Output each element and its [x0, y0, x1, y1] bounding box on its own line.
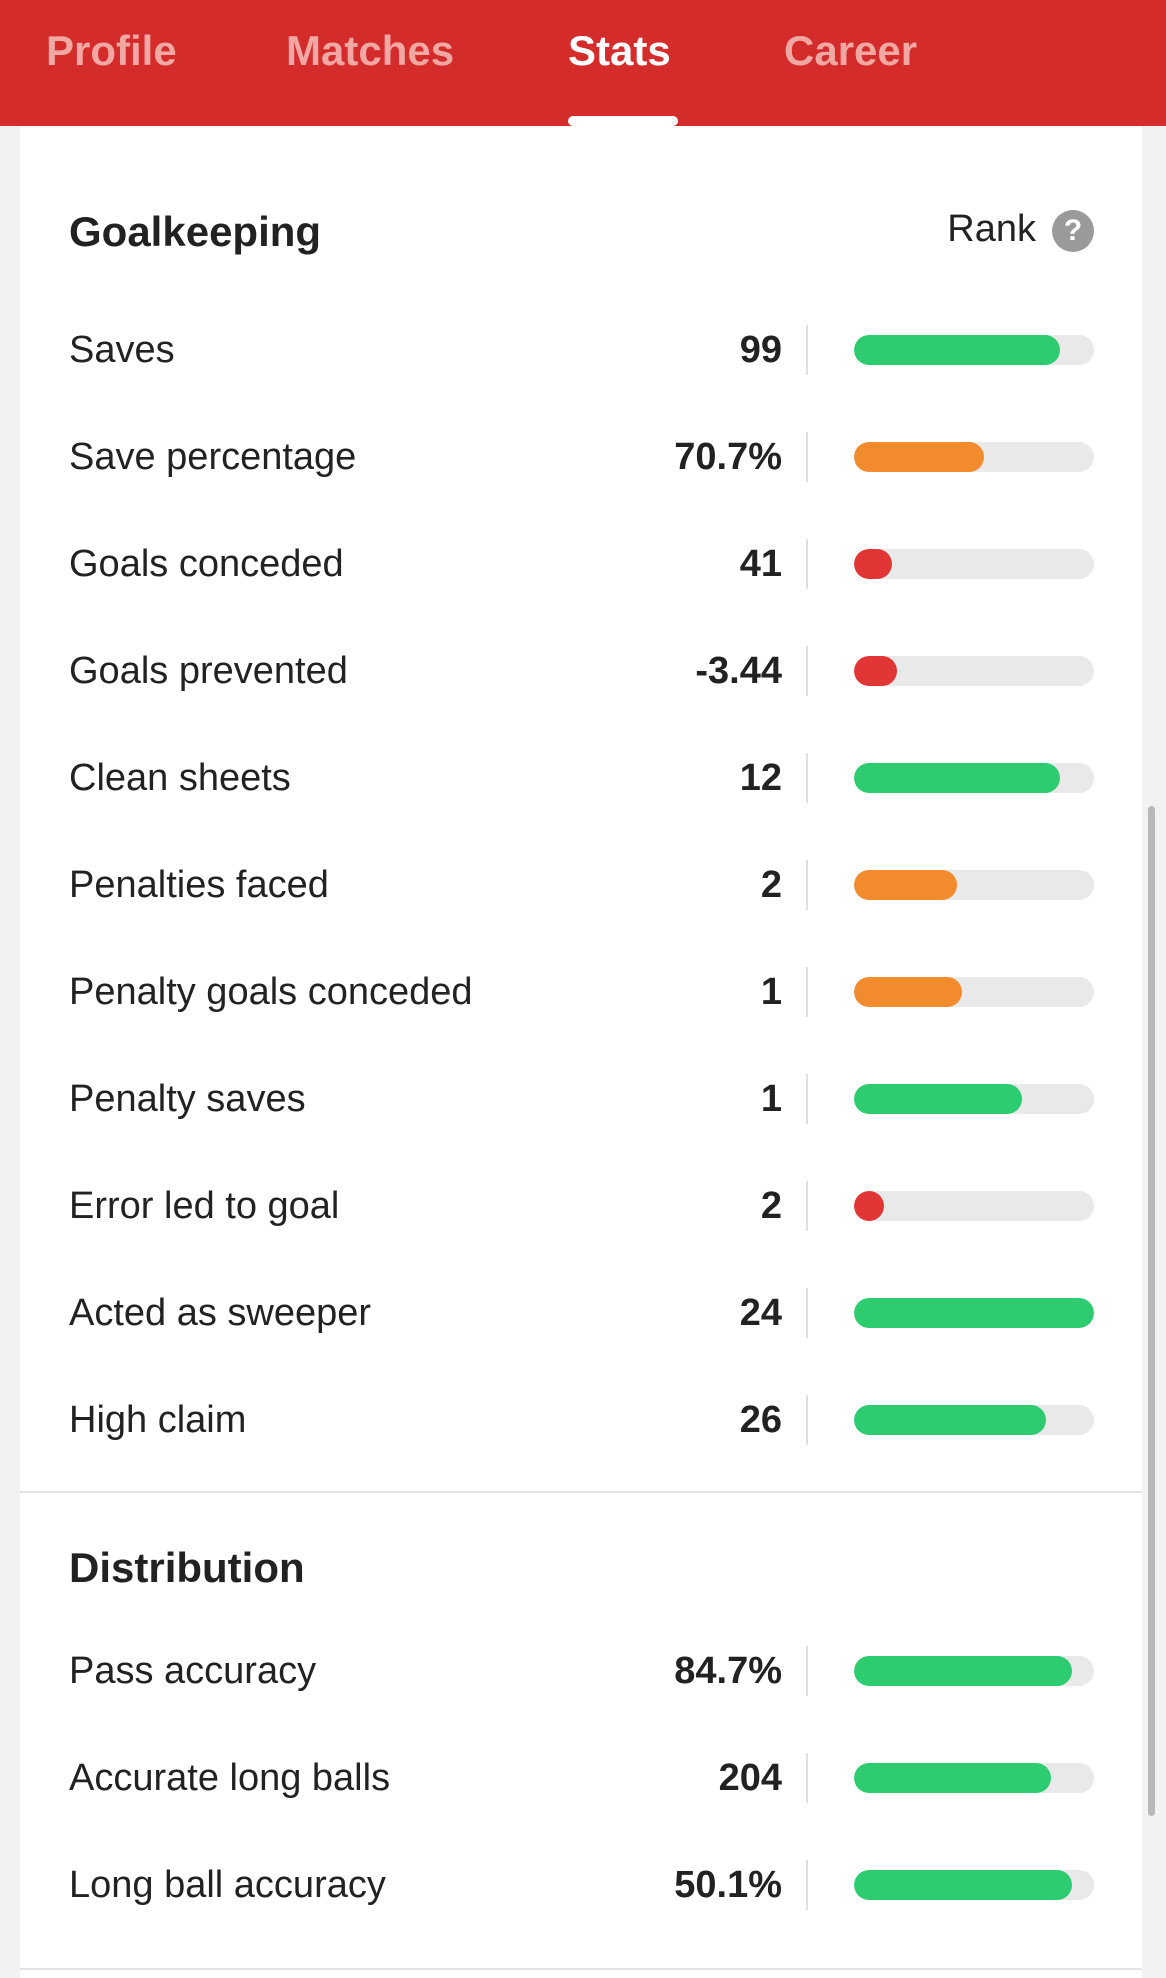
rank-bar	[854, 977, 1094, 1007]
rank-bar-fill	[854, 1298, 1094, 1328]
rank-bar	[854, 1298, 1094, 1328]
stat-label: Penalty saves	[69, 1078, 306, 1120]
stat-value: 12	[739, 757, 782, 799]
stat-separator	[806, 432, 808, 482]
rank-bar-fill	[854, 549, 892, 579]
tab-stats[interactable]: Stats	[568, 27, 671, 74]
stat-label: Save percentage	[69, 436, 357, 478]
rank-bar-fill	[854, 870, 957, 900]
stat-separator	[806, 539, 808, 589]
rank-bar-fill	[854, 1763, 1051, 1793]
stat-label: Goals conceded	[69, 543, 344, 585]
stat-value: 26	[739, 1399, 782, 1441]
rank-bar	[854, 1084, 1094, 1114]
rank-bar	[854, 549, 1094, 579]
section-divider	[20, 1491, 1142, 1493]
rank-bar	[854, 1405, 1094, 1435]
rank-bar-fill	[854, 1191, 884, 1221]
stat-row: Saves 99	[20, 297, 1142, 404]
stat-separator	[806, 753, 808, 803]
stat-label: High claim	[69, 1399, 247, 1441]
stat-separator	[806, 1753, 808, 1803]
stat-value: -3.44	[695, 650, 782, 692]
stat-value: 2	[760, 864, 782, 906]
active-tab-indicator	[568, 116, 678, 126]
rank-bar	[854, 442, 1094, 472]
rank-bar	[854, 335, 1094, 365]
rank-bar-fill	[854, 442, 984, 472]
stat-separator	[806, 325, 808, 375]
stat-label: Error led to goal	[69, 1185, 340, 1227]
stat-row: Penalty saves 1	[20, 1046, 1142, 1153]
stat-row: Penalty goals conceded 1	[20, 939, 1142, 1046]
stat-separator	[806, 860, 808, 910]
stat-value: 70.7%	[674, 436, 782, 478]
rank-bar	[854, 1763, 1094, 1793]
tab-career[interactable]: Career	[784, 27, 918, 74]
stat-label: Penalty goals conceded	[69, 971, 473, 1013]
stats-card: Goalkeeping Rank ? Saves 99 Save percentag…	[20, 126, 1142, 1978]
stat-value: 41	[739, 543, 782, 585]
stat-value: 99	[739, 329, 782, 371]
rank-bar	[854, 656, 1094, 686]
stat-separator	[806, 1395, 808, 1445]
stat-separator	[806, 1074, 808, 1124]
stat-separator	[806, 1181, 808, 1231]
stat-separator	[806, 1288, 808, 1338]
rank-bar-fill	[854, 1405, 1046, 1435]
stat-row: Penalties faced 2	[20, 832, 1142, 939]
stat-value: 1	[760, 971, 782, 1013]
stat-value: 2	[760, 1185, 782, 1227]
rank-bar-fill	[854, 1870, 1072, 1900]
stat-row: Accurate long balls 204	[20, 1725, 1142, 1832]
rank-bar-fill	[854, 763, 1060, 793]
stat-value: 24	[739, 1292, 782, 1334]
rank-bar-fill	[854, 1656, 1072, 1686]
stat-row: Clean sheets 12	[20, 725, 1142, 832]
stat-label: Acted as sweeper	[69, 1292, 372, 1334]
top-tab-bar: Profile Matches Stats Career	[0, 0, 1166, 126]
stat-row: Goals conceded 41	[20, 511, 1142, 618]
stat-separator	[806, 1646, 808, 1696]
rank-bar	[854, 1656, 1094, 1686]
stat-label: Saves	[69, 329, 175, 371]
stat-separator	[806, 967, 808, 1017]
section-title-distribution: Distribution	[69, 1544, 305, 1591]
stat-row: Long ball accuracy 50.1%	[20, 1832, 1142, 1939]
rank-label: Rank	[947, 208, 1036, 250]
stat-row: Goals prevented -3.44	[20, 618, 1142, 725]
rank-bar-fill	[854, 656, 897, 686]
stat-value: 84.7%	[674, 1650, 782, 1692]
help-icon[interactable]: ?	[1052, 210, 1094, 252]
rank-bar-fill	[854, 977, 962, 1007]
rank-bar	[854, 763, 1094, 793]
stat-value: 1	[760, 1078, 782, 1120]
rank-bar-fill	[854, 1084, 1022, 1114]
stat-row: High claim 26	[20, 1367, 1142, 1474]
tab-profile[interactable]: Profile	[46, 27, 177, 74]
stat-separator	[806, 1860, 808, 1910]
rank-bar	[854, 870, 1094, 900]
stat-label: Penalties faced	[69, 864, 329, 906]
stat-row: Pass accuracy 84.7%	[20, 1618, 1142, 1725]
rank-bar	[854, 1870, 1094, 1900]
stat-row: Error led to goal 2	[20, 1153, 1142, 1260]
rank-bar	[854, 1191, 1094, 1221]
stat-label: Goals prevented	[69, 650, 348, 692]
scrollbar[interactable]	[1148, 806, 1155, 1816]
stat-row: Acted as sweeper 24	[20, 1260, 1142, 1367]
section-divider-bottom	[20, 1968, 1142, 1970]
stat-value: 204	[718, 1757, 782, 1799]
tab-matches[interactable]: Matches	[286, 27, 455, 74]
section-title-goalkeeping: Goalkeeping	[69, 208, 322, 255]
rank-bar-fill	[854, 335, 1060, 365]
stat-label: Long ball accuracy	[69, 1864, 386, 1906]
stat-row: Save percentage 70.7%	[20, 404, 1142, 511]
stat-label: Pass accuracy	[69, 1650, 317, 1692]
stat-label: Accurate long balls	[69, 1757, 391, 1799]
stat-value: 50.1%	[674, 1864, 782, 1906]
stat-label: Clean sheets	[69, 757, 291, 799]
stat-separator	[806, 646, 808, 696]
